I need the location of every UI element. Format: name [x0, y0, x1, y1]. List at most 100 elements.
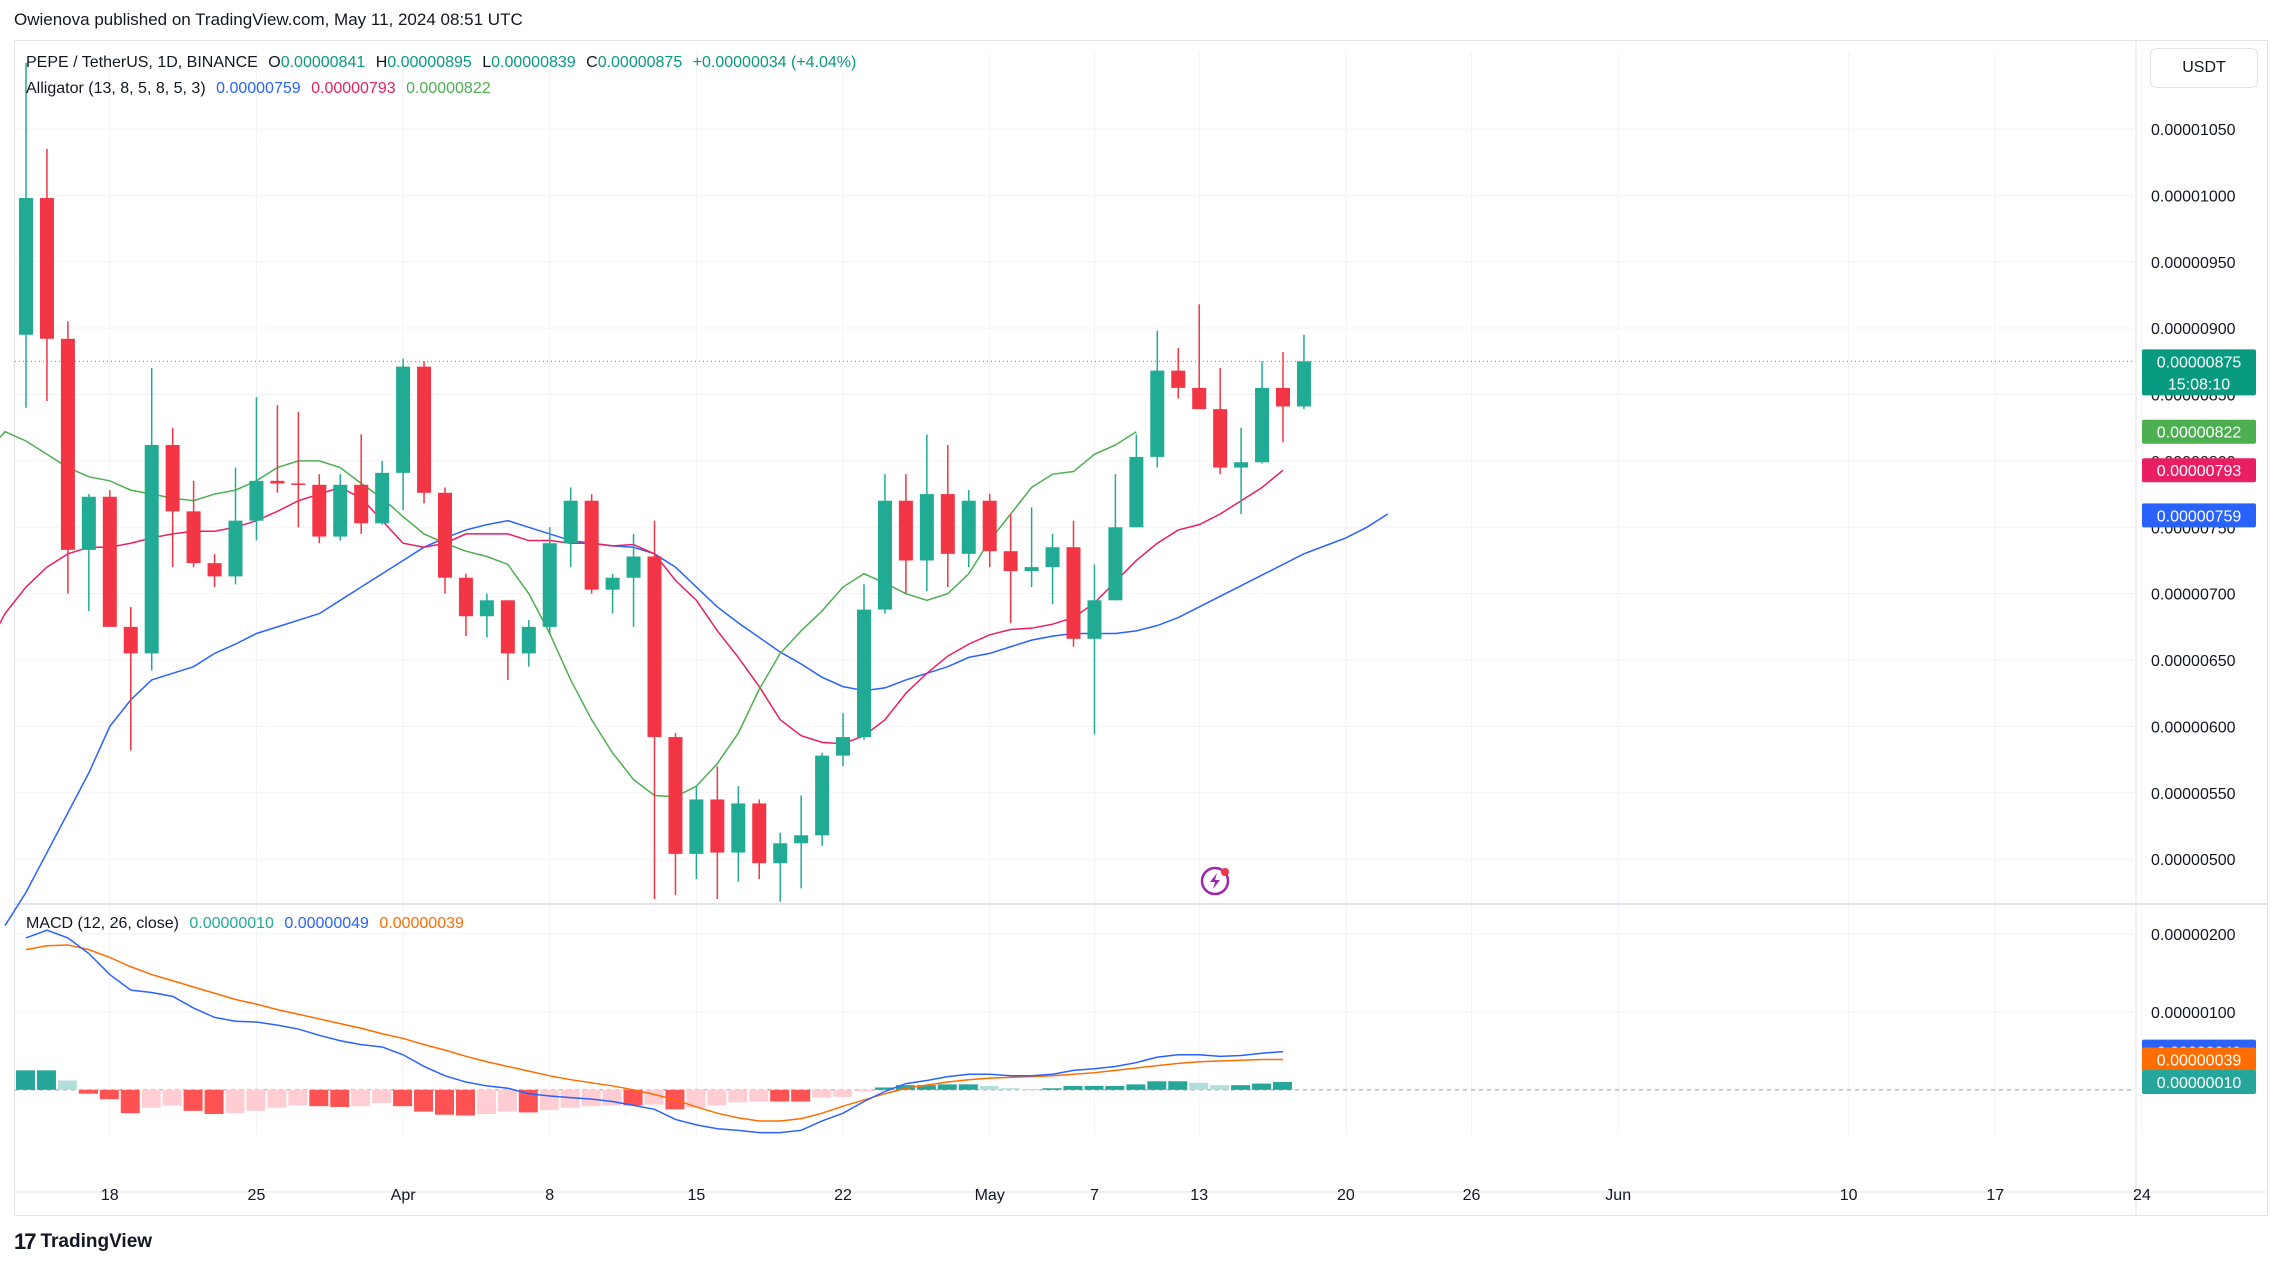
- price-tick-label: 0.00000900: [2151, 321, 2236, 338]
- macd-histogram-bar: [560, 1089, 580, 1108]
- time-tick-label: Jun: [1605, 1187, 1631, 1204]
- candle-body: [1108, 527, 1123, 601]
- macd-histogram-bar: [770, 1089, 790, 1102]
- logo-text: TradingView: [40, 1231, 153, 1252]
- macd-histogram-bar: [1042, 1088, 1062, 1090]
- macd-histogram-bar: [686, 1089, 706, 1108]
- price-tick-label: 0.00000550: [2151, 786, 2236, 803]
- currency-selector[interactable]: USDT: [2150, 48, 2258, 88]
- macd-histogram-bar: [916, 1085, 936, 1090]
- macd-tick-label: 0.00000100: [2151, 1005, 2236, 1022]
- macd-histogram-bar: [874, 1087, 894, 1090]
- macd-histogram-bar: [1084, 1085, 1104, 1090]
- time-tick-label: 17: [1986, 1187, 2004, 1204]
- macd-signal-value: 0.00000039: [379, 915, 464, 932]
- candle-body: [668, 737, 683, 854]
- macd-hist-value: 0.00000010: [189, 915, 274, 932]
- alligator-teeth-value: 0.00000793: [311, 80, 396, 97]
- candle-body: [626, 556, 641, 578]
- change-value: +0.00000034 (+4.04%): [692, 54, 857, 71]
- macd-histogram-bar: [57, 1080, 77, 1090]
- candle-body: [898, 500, 913, 561]
- macd-histogram-bar: [1168, 1081, 1188, 1090]
- macd-histogram-bar: [812, 1089, 832, 1098]
- time-tick-label: 18: [101, 1187, 119, 1204]
- candle-body: [1087, 600, 1102, 639]
- candle-body: [605, 577, 620, 590]
- candle-body: [312, 484, 327, 537]
- macd-histogram-bar: [791, 1089, 811, 1102]
- macd-histogram-bar: [707, 1089, 727, 1106]
- macd-histogram-bar: [833, 1089, 853, 1097]
- candle-body: [689, 799, 704, 854]
- macd-label[interactable]: MACD (12, 26, close): [26, 915, 179, 932]
- symbol-legend[interactable]: PEPE / TetherUS, 1D, BINANCE O0.00000841…: [26, 54, 862, 72]
- macd-histogram-bar: [1252, 1083, 1272, 1090]
- macd-line-value: 0.00000049: [284, 915, 369, 932]
- candle-body: [438, 492, 452, 578]
- macd-histogram-bar: [183, 1089, 203, 1111]
- event-dot-icon: [1221, 868, 1229, 876]
- time-tick-label: 7: [1090, 1187, 1099, 1204]
- candle-body: [731, 803, 746, 853]
- alligator-legend[interactable]: Alligator (13, 8, 5, 8, 5, 3) 0.00000759…: [26, 80, 497, 98]
- macd-histogram-bar: [435, 1089, 454, 1115]
- candle-body: [1003, 551, 1018, 572]
- macd-histogram-bar: [393, 1089, 413, 1107]
- symbol-name[interactable]: PEPE / TetherUS, 1D, BINANCE: [26, 54, 258, 71]
- macd-hist-badge: [2142, 1070, 2256, 1095]
- time-tick-label: 22: [834, 1187, 852, 1204]
- macd-histogram-bar: [539, 1089, 559, 1111]
- macd-histogram-bar: [644, 1089, 664, 1105]
- macd-histogram-bar: [1063, 1085, 1083, 1090]
- macd-histogram-bar: [309, 1089, 329, 1107]
- price-tick-label: 0.00000600: [2151, 719, 2236, 736]
- macd-legend[interactable]: MACD (12, 26, close) 0.00000010 0.000000…: [26, 915, 470, 933]
- candle-body: [39, 198, 54, 339]
- time-tick-label: 15: [688, 1187, 706, 1204]
- time-tick-label: 20: [1337, 1187, 1355, 1204]
- macd-histogram-bar: [267, 1089, 287, 1108]
- macd-histogram-bar: [141, 1089, 161, 1108]
- candle-body: [563, 500, 578, 544]
- candle-body: [123, 626, 138, 654]
- alligator-lips-badge: [2142, 419, 2256, 444]
- macd-signal-badge-text: 0.00000039: [2157, 1052, 2242, 1069]
- macd-histogram-bar: [330, 1089, 350, 1107]
- candle-body: [417, 366, 432, 493]
- time-tick-label: 8: [545, 1187, 554, 1204]
- last-price-badge: [2142, 349, 2256, 396]
- price-tick-label: 0.00000950: [2151, 255, 2236, 272]
- candle-body: [102, 496, 117, 627]
- tradingview-logo[interactable]: 17 TradingView: [14, 1229, 152, 1255]
- last-price-countdown-text: 15:08:10: [2168, 376, 2230, 393]
- macd-histogram-bar: [1126, 1084, 1146, 1090]
- candle-body: [1129, 456, 1144, 528]
- macd-histogram-bar: [518, 1089, 538, 1113]
- candle-body: [542, 543, 557, 627]
- alligator-lips-badge-text: 0.00000822: [2157, 425, 2242, 442]
- alligator-label[interactable]: Alligator (13, 8, 5, 8, 5, 3): [26, 80, 206, 97]
- macd-histogram-bar: [1147, 1081, 1167, 1090]
- alligator-jaw-badge: [2142, 503, 2256, 528]
- high-value: 0.00000895: [387, 54, 472, 71]
- candle-body: [940, 494, 955, 554]
- macd-histogram-bar: [414, 1089, 434, 1112]
- candle-body: [836, 737, 851, 756]
- macd-histogram-bar: [749, 1089, 769, 1102]
- macd-histogram-bar: [1021, 1089, 1041, 1091]
- candle-body: [1066, 547, 1081, 639]
- macd-histogram-bar: [204, 1089, 224, 1114]
- low-label: L: [482, 54, 492, 71]
- candle-body: [186, 511, 201, 564]
- candle-body: [228, 520, 243, 577]
- macd-histogram-bar: [120, 1089, 140, 1114]
- macd-histogram-bar: [979, 1085, 999, 1090]
- price-tick-label: 0.00000500: [2151, 852, 2236, 869]
- price-tick-label: 0.00000650: [2151, 653, 2236, 670]
- candle-body: [1171, 370, 1186, 388]
- macd-signal-badge: [2142, 1047, 2256, 1072]
- time-tick-label: 26: [1463, 1187, 1481, 1204]
- lightning-icon: [1210, 873, 1220, 889]
